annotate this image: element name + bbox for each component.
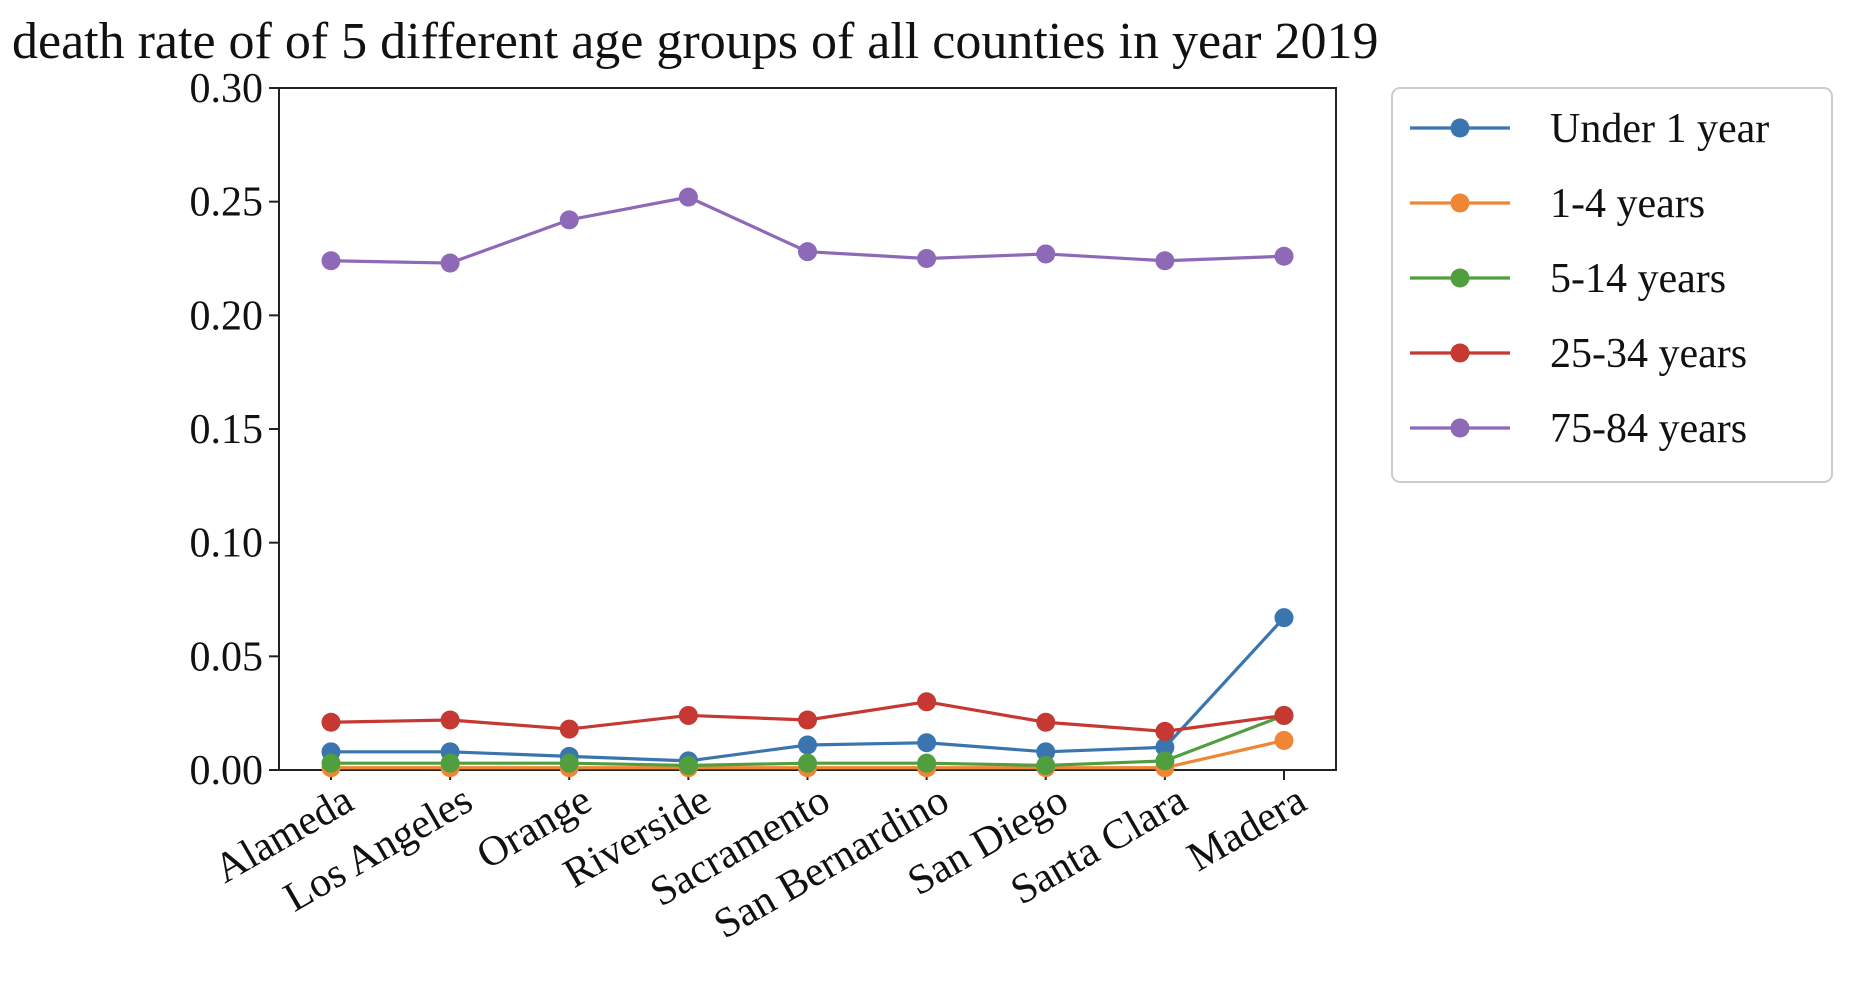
data-point: [798, 735, 817, 755]
data-point: [559, 719, 579, 739]
data-point: [917, 753, 937, 773]
data-point: [1036, 755, 1056, 775]
legend-box: [1391, 87, 1833, 483]
data-point: [1274, 730, 1294, 750]
data-point: [321, 251, 341, 271]
y-tick-label: 0.10: [190, 521, 264, 567]
data-point: [559, 210, 579, 230]
legend-marker: [1450, 193, 1470, 213]
data-point: [678, 755, 698, 775]
data-point: [1155, 751, 1175, 771]
data-point: [1036, 712, 1056, 732]
legend-label: 25-34 years: [1550, 331, 1747, 377]
y-tick-label: 0.15: [190, 407, 264, 453]
legend-label: 5-14 years: [1550, 256, 1726, 302]
data-point: [1155, 251, 1175, 271]
data-point: [1155, 721, 1175, 741]
legend-marker: [1450, 268, 1470, 288]
data-point: [1274, 608, 1294, 628]
y-tick-label: 0.00: [190, 748, 264, 794]
data-point: [1036, 244, 1056, 264]
data-point: [1274, 705, 1294, 725]
legend-label: Under 1 year: [1550, 106, 1769, 152]
data-point: [917, 692, 937, 712]
legend: Under 1 year 1-4 years 5-14 years 25-34 yea…: [1391, 87, 1833, 483]
data-point: [321, 753, 341, 773]
data-point: [559, 753, 579, 773]
data-point: [321, 712, 341, 732]
plot-frame: [278, 87, 1337, 771]
chart-title: death rate of of 5 different age groups …: [12, 13, 1378, 70]
data-point: [1274, 246, 1294, 266]
legend-label: 1-4 years: [1550, 181, 1705, 227]
legend-marker: [1450, 343, 1470, 363]
data-point: [440, 253, 460, 273]
y-tick-label: 0.20: [190, 293, 264, 339]
y-tick-label: 0.25: [190, 180, 264, 226]
data-point: [917, 249, 937, 268]
data-point: [917, 733, 937, 753]
legend-label: 75-84 years: [1550, 406, 1747, 452]
data-point: [1155, 737, 1175, 757]
data-point: [1036, 742, 1056, 762]
data-point: [440, 710, 460, 730]
data-point: [440, 753, 460, 773]
x-tick-label: Madera: [1180, 777, 1314, 881]
y-tick-label: 0.30: [190, 66, 264, 112]
data-point: [798, 710, 817, 730]
data-point: [678, 705, 698, 725]
legend-marker: [1450, 418, 1470, 438]
data-point: [798, 242, 817, 262]
data-point: [678, 187, 698, 207]
y-tick-label: 0.05: [190, 634, 264, 680]
data-point: [798, 753, 817, 773]
legend-marker: [1450, 118, 1470, 138]
